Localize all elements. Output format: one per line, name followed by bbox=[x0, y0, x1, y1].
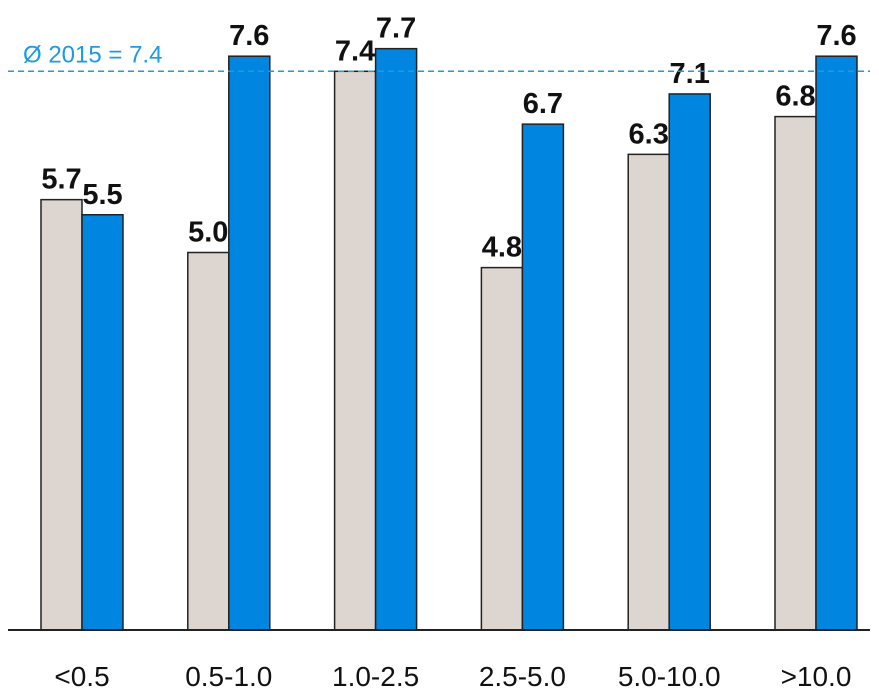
value-label-series-2-0: 5.5 bbox=[82, 179, 122, 211]
category-labels-layer: <0.5 0.5-1.0 1.0-2.5 2.5-5.0 5.0-10.0 >10.0 bbox=[54, 661, 851, 692]
bar-series-1-3 bbox=[480, 266, 524, 631]
bar-series-2-3 bbox=[521, 123, 565, 631]
average-reference-label: Ø 2015 = 7.4 bbox=[23, 41, 162, 68]
category-label-4: 5.0-10.0 bbox=[618, 661, 721, 692]
bar-series-2-5 bbox=[815, 55, 858, 631]
value-label-series-2-3: 6.7 bbox=[523, 88, 563, 120]
value-labels-layer: 5.7 5.55.07.6 7.47.74.86.76.37.16.87.6 bbox=[41, 13, 856, 264]
category-label-5: >10.0 bbox=[781, 661, 852, 692]
value-label-series-1-4: 6.3 bbox=[629, 118, 669, 150]
value-label-series-2-4: 7.1 bbox=[670, 58, 710, 90]
value-label-series-1-0: 5.7 bbox=[41, 164, 81, 196]
category-label-0: <0.5 bbox=[54, 661, 109, 692]
bar-series-1-0 bbox=[40, 198, 83, 631]
bar-series-1-1 bbox=[187, 251, 230, 631]
bar-series-1-4 bbox=[627, 153, 670, 631]
value-label-series-1-5: 6.8 bbox=[775, 81, 815, 113]
value-label-series-2-1: 7.6 bbox=[229, 20, 269, 52]
category-label-1: 0.5-1.0 bbox=[185, 661, 272, 692]
value-label-series-1-2: 7.4 bbox=[335, 35, 375, 67]
value-label-series-1-3: 4.8 bbox=[482, 232, 522, 264]
bar-series-2-0 bbox=[81, 214, 124, 631]
bar-series-2-2 bbox=[374, 47, 418, 631]
bar-series-1-5 bbox=[774, 115, 817, 631]
bar-series-1-2 bbox=[333, 70, 377, 631]
value-label-series-2-2: 7.7 bbox=[376, 13, 416, 45]
bars-layer bbox=[40, 47, 858, 631]
bar-series-2-4 bbox=[668, 93, 711, 631]
category-label-3: 2.5-5.0 bbox=[479, 661, 566, 692]
value-label-series-1-1: 5.0 bbox=[188, 217, 228, 249]
value-label-series-2-5: 7.6 bbox=[816, 20, 856, 52]
category-label-2: 1.0-2.5 bbox=[332, 661, 419, 692]
bar-series-2-1 bbox=[228, 55, 271, 631]
